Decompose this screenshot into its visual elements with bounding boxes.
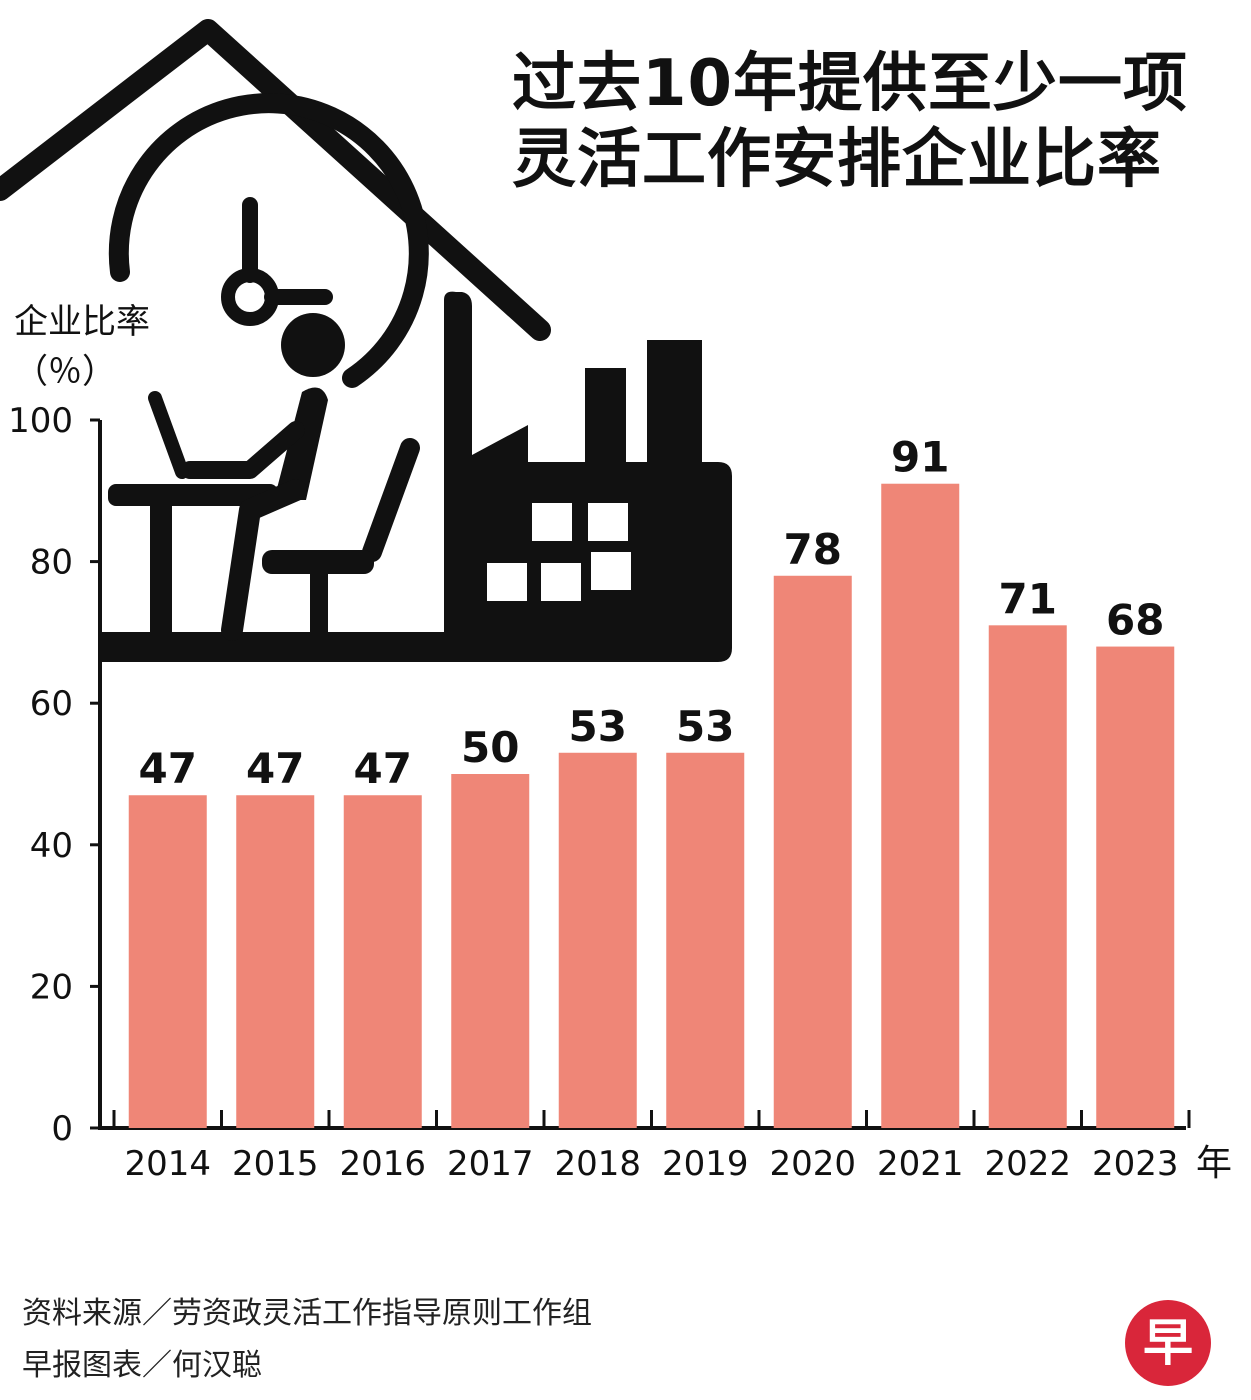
footer: 资料来源／劳资政灵活工作指导原则工作组 早报图表／何汉聪 <box>22 1288 592 1392</box>
bar-value-label: 53 <box>569 702 627 751</box>
x-tick-label: 2015 <box>232 1144 319 1184</box>
person-at-desk-icon <box>108 313 420 641</box>
bar-value-label: 68 <box>1106 596 1164 645</box>
house-roof-icon <box>0 19 551 341</box>
bar-2023 <box>1096 646 1175 1128</box>
y-tick-label: 60 <box>30 684 73 724</box>
x-tick-label: 2022 <box>984 1144 1071 1184</box>
bar-value-label: 53 <box>676 702 734 751</box>
bar-2019 <box>666 752 745 1128</box>
factory-icon <box>102 291 732 662</box>
y-tick-label: 80 <box>30 543 73 583</box>
x-axis-unit: 年 <box>1196 1143 1232 1184</box>
bar-value-label: 50 <box>461 723 519 772</box>
x-tick-label: 2020 <box>769 1144 856 1184</box>
x-tick-label: 2014 <box>124 1144 211 1184</box>
y-axis-unit: （％） <box>14 352 116 392</box>
bar-2015 <box>236 795 315 1128</box>
bar-2016 <box>343 795 422 1128</box>
title-line-2: 灵活工作安排企业比率 <box>512 123 1162 197</box>
bar-2022 <box>988 625 1067 1128</box>
bar-value-label: 47 <box>354 744 412 793</box>
bar-2021 <box>881 483 960 1129</box>
bar-chart: 企业比率 （％） 年 0 20 40 60 80 100 47 2014 47 2015 47 20… <box>0 19 1232 1184</box>
y-tick-label: 40 <box>30 826 73 866</box>
source-credit: 资料来源／劳资政灵活工作指导原则工作组 <box>22 1296 592 1331</box>
y-axis-label: 企业比率 <box>14 302 150 342</box>
logo-text: 早 <box>1143 1314 1193 1372</box>
x-tick-label: 2016 <box>339 1144 426 1184</box>
title-line-1: 过去10年提供至少一项 <box>512 47 1189 121</box>
x-tick-label: 2021 <box>877 1144 964 1184</box>
clock-icon <box>108 93 429 388</box>
bar-value-label: 47 <box>139 744 197 793</box>
bar-value-label: 91 <box>891 433 949 482</box>
graphic-credit: 早报图表／何汉聪 <box>22 1348 262 1383</box>
chart-title: 过去10年提供至少一项 灵活工作安排企业比率 <box>512 46 1188 198</box>
y-tick-label: 20 <box>30 967 73 1007</box>
bar-value-label: 78 <box>784 525 842 574</box>
x-tick-label: 2017 <box>447 1144 534 1184</box>
bar-value-label: 47 <box>246 744 304 793</box>
y-tick-label: 100 <box>8 401 73 441</box>
x-tick-label: 2023 <box>1092 1144 1179 1184</box>
bar-2018 <box>558 752 637 1128</box>
bar-2014 <box>128 795 207 1128</box>
bar-2017 <box>451 774 530 1128</box>
bar-2020 <box>773 575 852 1128</box>
zaobao-logo: 早 <box>1125 1300 1211 1386</box>
x-tick-label: 2019 <box>662 1144 749 1184</box>
y-tick-label: 0 <box>51 1109 73 1149</box>
x-tick-label: 2018 <box>554 1144 641 1184</box>
bar-value-label: 71 <box>999 574 1057 623</box>
